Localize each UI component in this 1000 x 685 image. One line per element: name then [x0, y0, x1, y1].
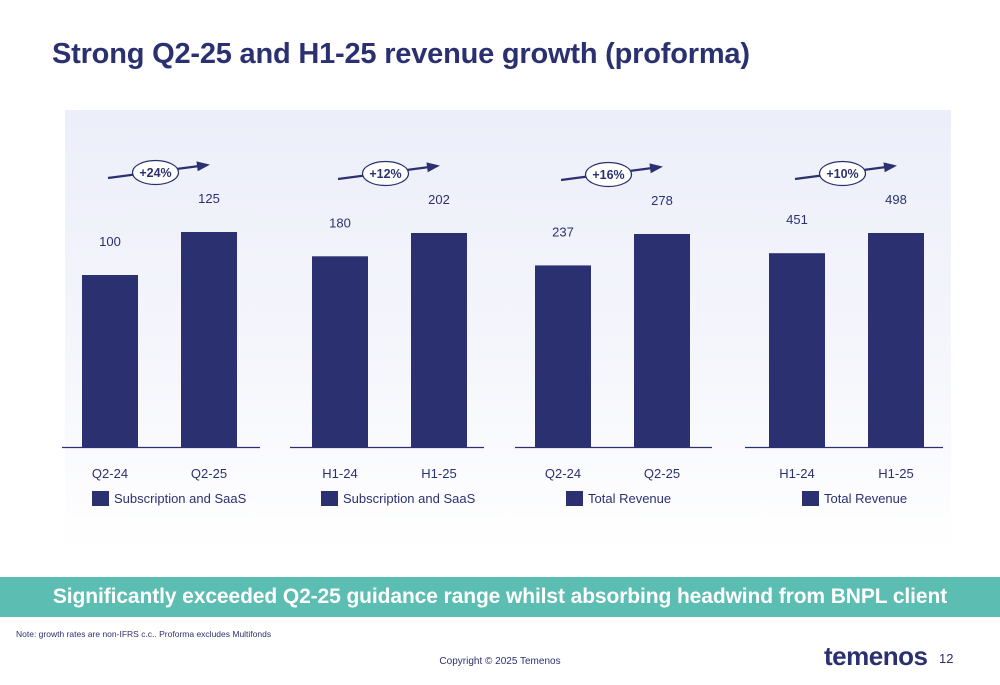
data-label: 202 [428, 192, 450, 207]
x-tick-label: H1-25 [878, 466, 913, 481]
bar [535, 265, 591, 447]
bar [312, 256, 368, 447]
data-label: 237 [552, 224, 574, 239]
data-label: 125 [198, 191, 220, 206]
growth-label: +16% [592, 168, 624, 182]
data-label: 451 [786, 212, 808, 227]
x-tick-label: H1-24 [322, 466, 357, 481]
footnote: Note: growth rates are non-IFRS c.c.. Pr… [16, 629, 272, 639]
temenos-logo: temenos [824, 641, 928, 671]
data-label: 100 [99, 234, 121, 249]
x-tick-label: H1-24 [779, 466, 814, 481]
bar [868, 233, 924, 447]
growth-badge [361, 160, 410, 187]
page-number: 12 [939, 651, 954, 666]
bar [181, 232, 237, 447]
growth-badge [131, 159, 180, 186]
legend-swatch [321, 491, 338, 506]
page-title: Strong Q2-25 and H1-25 revenue growth (p… [52, 38, 750, 70]
legend-swatch [802, 491, 819, 506]
bar [769, 253, 825, 447]
growth-badge [584, 161, 633, 188]
bar [82, 275, 138, 447]
legend-label: Subscription and SaaS [114, 491, 247, 506]
bar [634, 234, 690, 447]
legend-label: Total Revenue [824, 491, 907, 506]
x-tick-label: Q2-25 [191, 466, 227, 481]
growth-label: +24% [139, 166, 171, 180]
x-tick-label: H1-25 [421, 466, 456, 481]
x-tick-label: Q2-24 [545, 466, 581, 481]
x-tick-label: Q2-24 [92, 466, 128, 481]
legend-label: Subscription and SaaS [343, 491, 476, 506]
growth-arrow-head [883, 162, 897, 173]
data-label: 498 [885, 192, 907, 207]
growth-label: +10% [826, 167, 858, 181]
summary-banner: Significantly exceeded Q2-25 guidance ra… [0, 577, 1000, 617]
legend-label: Total Revenue [588, 491, 671, 506]
charts-svg: 100 Q2-24 125 Q2-25 Subscription and SaaS +24… [62, 159, 943, 506]
growth-label: +12% [369, 167, 401, 181]
x-tick-label: Q2-25 [644, 466, 680, 481]
copyright-text: Copyright © 2025 Temenos [439, 656, 561, 667]
legend-swatch [566, 491, 583, 506]
growth-arrow-head [649, 163, 663, 174]
growth-arrow-head [426, 162, 440, 173]
bar [411, 233, 467, 447]
banner-text: Significantly exceeded Q2-25 guidance ra… [52, 585, 948, 608]
growth-badge [818, 160, 867, 187]
data-label: 278 [651, 193, 673, 208]
growth-arrow-head [196, 161, 210, 172]
data-label: 180 [329, 215, 351, 230]
legend-swatch [92, 491, 109, 506]
